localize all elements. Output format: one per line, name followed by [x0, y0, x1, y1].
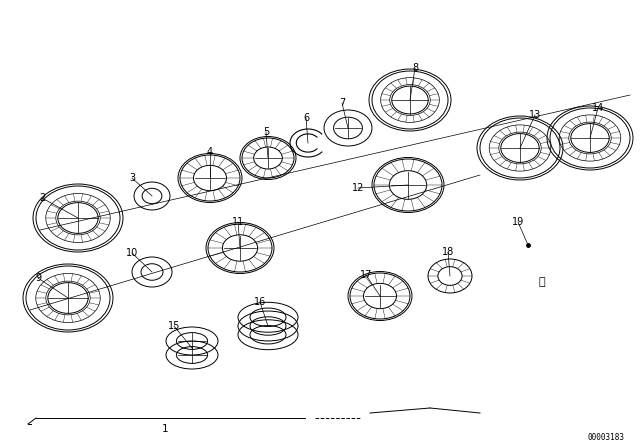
Text: 00003183: 00003183 — [588, 433, 625, 442]
Text: 18: 18 — [442, 247, 454, 257]
Text: 13: 13 — [529, 110, 541, 120]
Text: 6: 6 — [303, 113, 309, 123]
Text: 1: 1 — [162, 424, 168, 434]
Text: 10: 10 — [126, 248, 138, 258]
Text: 8: 8 — [412, 63, 418, 73]
Text: 2: 2 — [39, 193, 45, 203]
Text: 7: 7 — [339, 98, 345, 108]
Text: 11: 11 — [232, 217, 244, 227]
Text: 16: 16 — [254, 297, 266, 307]
Text: ⓡ: ⓡ — [539, 277, 545, 287]
Text: 9: 9 — [35, 273, 41, 283]
Text: 17: 17 — [360, 270, 372, 280]
Text: 15: 15 — [168, 321, 180, 331]
Text: 19: 19 — [512, 217, 524, 227]
Text: 12: 12 — [352, 183, 364, 193]
Text: 14: 14 — [592, 103, 604, 113]
Text: 5: 5 — [263, 127, 269, 137]
Text: 4: 4 — [207, 147, 213, 157]
Text: 3: 3 — [129, 173, 135, 183]
